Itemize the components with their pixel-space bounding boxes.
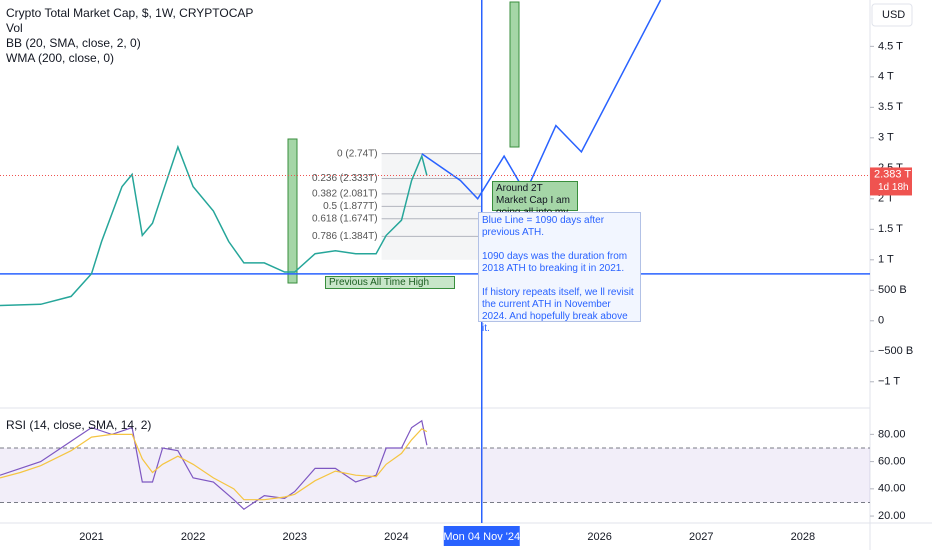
green-marker	[509, 1, 520, 148]
y-tick-label: 20.00	[878, 510, 906, 522]
fib-label: 0.618 (1.674T)	[312, 213, 378, 224]
series-line	[0, 144, 428, 307]
y-tick-label: 1 T	[878, 254, 894, 266]
x-tick-label: 2027	[689, 531, 713, 543]
legend-title: Crypto Total Market Cap, $, 1W, CRYPTOCA…	[6, 6, 254, 20]
green-marker	[287, 138, 298, 284]
x-tick-label: 2024	[384, 531, 408, 543]
series-line	[0, 428, 428, 501]
currency-label: USD	[882, 9, 905, 21]
y-tick-label: −500 B	[878, 345, 913, 357]
x-tick-label: 2021	[79, 531, 103, 543]
x-tick-label: 2028	[791, 531, 815, 543]
note-blue: Blue Line = 1090 days after previous ATH…	[478, 212, 641, 334]
y-tick-label: 500 B	[878, 284, 907, 296]
y-tick-label: 3 T	[878, 132, 894, 144]
series-line	[0, 419, 428, 510]
x-tick-label: 2022	[181, 531, 205, 543]
countdown: 1d 18h	[878, 182, 909, 193]
fib-label: 0 (2.74T)	[337, 148, 378, 159]
x-tick-label: 2026	[587, 531, 611, 543]
note-text: Blue Line = 1090 days after previous ATH…	[482, 215, 605, 238]
fib-label: 0.382 (2.081T)	[312, 189, 378, 200]
fib-label: 0.786 (1.384T)	[312, 231, 378, 242]
y-tick-label: 2 T	[878, 193, 894, 205]
legend: Crypto Total Market Cap, $, 1W, CRYPTOCA…	[6, 6, 253, 66]
y-tick-label: 0	[878, 315, 884, 327]
legend-item: WMA (200, close, 0)	[6, 51, 115, 65]
projection-line	[421, 0, 662, 201]
note-text: 1090 days was the duration from 2018 ATH…	[482, 251, 628, 274]
note-ath: Previous All Time High	[325, 276, 455, 289]
price-label: 2.383 T	[874, 168, 911, 180]
y-tick-label: 3.5 T	[878, 101, 903, 113]
fib-label: 0.236 (2.333T)	[312, 173, 378, 184]
legend-item: Vol	[6, 21, 23, 35]
y-tick-label: 1.5 T	[878, 223, 903, 235]
fib-label: 0.5 (1.877T)	[323, 201, 377, 212]
currency-button[interactable]	[871, 3, 913, 27]
y-tick-label: 4.5 T	[878, 40, 903, 52]
rsi-legend: RSI (14, close, SMA, 14, 2)	[6, 418, 152, 432]
x-tick-label: 2023	[283, 531, 307, 543]
y-tick-label: −1 T	[878, 376, 900, 388]
price-tag	[870, 167, 912, 196]
y-tick-label: 40.00	[878, 483, 906, 495]
note-green: Around 2T Market Cap I am going all into…	[492, 181, 578, 230]
y-tick-label: 60.00	[878, 456, 906, 468]
y-tick-label: 80.00	[878, 428, 906, 440]
date-label: Mon 04 Nov '24	[443, 531, 520, 543]
y-tick-label: 4 T	[878, 71, 894, 83]
date-tag	[443, 526, 520, 546]
rsi-band	[0, 447, 870, 503]
note-text: If history repeats itself, we ll revisit…	[482, 287, 634, 334]
legend-item: BB (20, SMA, close, 2, 0)	[6, 36, 141, 50]
